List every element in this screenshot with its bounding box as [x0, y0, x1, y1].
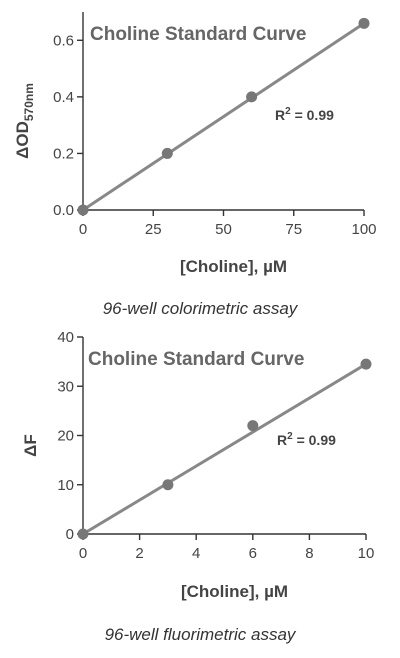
chart-2-x-tick-label: 2	[135, 545, 143, 562]
chart-1-y-tick-label: 0.6	[53, 32, 74, 49]
chart-1-x-tick-label: 50	[215, 221, 232, 238]
chart-2-data-point	[77, 528, 89, 540]
chart-2-data-point	[162, 479, 174, 491]
chart-2-y-tick-label: 40	[57, 329, 74, 346]
chart-1-panel: 0.0 0.2 0.4 0.6 0 25 50 75 100 Choline Standard C…	[13, 12, 377, 318]
chart-2-y-tick-label: 20	[57, 428, 74, 445]
chart-1-caption: 96-well colorimetric assay	[103, 299, 299, 318]
chart-2-x-tick-label: 4	[192, 545, 200, 562]
chart-2-panel: 0 10 20 30 40 0 2 4 6 8 10 Choline Standard Curve R2…	[21, 329, 374, 644]
chart-2-y-tick-label: 30	[57, 378, 74, 395]
chart-1-r-squared: R2 = 0.99	[275, 106, 334, 123]
chart-1-fit-line	[82, 22, 365, 212]
chart-1-x-tick-label: 25	[145, 221, 162, 238]
chart-2-x-tick-label: 10	[358, 545, 375, 562]
chart-1-title: Choline Standard Curve	[90, 24, 306, 45]
chart-2-x-tick-label: 6	[249, 545, 257, 562]
chart-2-x-tick-label: 8	[305, 545, 313, 562]
chart-1-data-point	[77, 204, 89, 216]
chart-2-x-axis-label: [Choline], µM	[181, 582, 288, 601]
chart-1-y-tick-label: 0.2	[53, 145, 74, 162]
chart-1-y-tick-label: 0.0	[53, 202, 74, 219]
chart-2-fit-line	[82, 362, 367, 536]
chart-2-title: Choline Standard Curve	[88, 349, 304, 370]
chart-1-x-axis-label: [Choline], µM	[180, 257, 287, 276]
chart-2-x-tick-label: 0	[79, 545, 87, 562]
chart-1-x-tick-label: 100	[351, 221, 376, 238]
chart-2-y-tick-label: 0	[66, 526, 74, 543]
chart-2-caption: 96-well fluorimetric assay	[105, 625, 297, 644]
chart-1-y-axis-label: ΔOD570nm	[13, 83, 36, 159]
chart-1-x-tick-label: 0	[79, 221, 87, 238]
chart-2-y-axis-label: ΔF	[21, 434, 40, 457]
chart-1-data-point	[246, 91, 258, 103]
chart-1-data-point	[358, 17, 370, 29]
chart-1-y-tick-label: 0.4	[53, 89, 74, 106]
chart-2-data-point	[360, 358, 372, 370]
chart-1-x-tick-label: 75	[285, 221, 302, 238]
chart-1-data-point	[161, 147, 173, 159]
chart-2-y-tick-label: 10	[57, 477, 74, 494]
chart-2-r-squared: R2 = 0.99	[277, 431, 336, 448]
chart-2-data-point	[247, 420, 259, 432]
